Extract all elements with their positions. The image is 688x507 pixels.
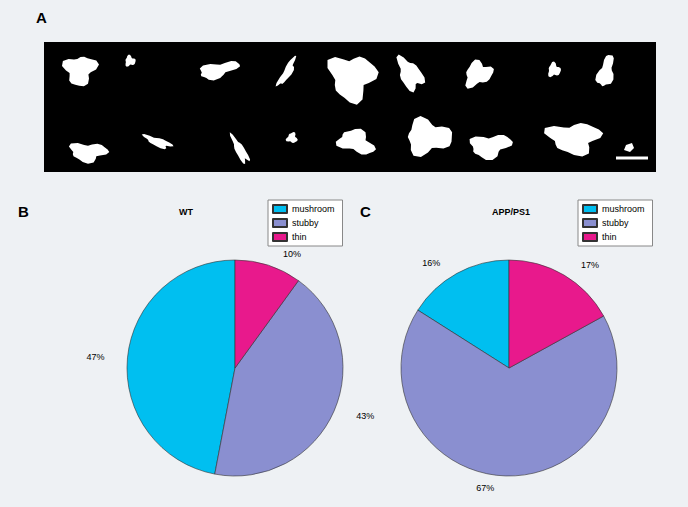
svg-text:67%: 67% bbox=[476, 483, 494, 493]
svg-text:43%: 43% bbox=[356, 411, 374, 421]
svg-text:stubby: stubby bbox=[602, 218, 629, 228]
svg-text:47%: 47% bbox=[87, 352, 105, 362]
svg-text:A: A bbox=[36, 9, 47, 26]
svg-text:APP/PS1: APP/PS1 bbox=[492, 207, 530, 217]
svg-text:thin: thin bbox=[602, 232, 617, 242]
svg-text:17%: 17% bbox=[581, 260, 599, 270]
svg-text:thin: thin bbox=[292, 232, 307, 242]
svg-text:10%: 10% bbox=[283, 249, 301, 259]
svg-text:mushroom: mushroom bbox=[602, 204, 645, 214]
svg-text:stubby: stubby bbox=[292, 218, 319, 228]
svg-text:mushroom: mushroom bbox=[292, 204, 335, 214]
svg-text:WT: WT bbox=[179, 207, 193, 217]
svg-text:C: C bbox=[360, 203, 371, 220]
svg-text:B: B bbox=[18, 203, 29, 220]
svg-text:16%: 16% bbox=[422, 258, 440, 268]
